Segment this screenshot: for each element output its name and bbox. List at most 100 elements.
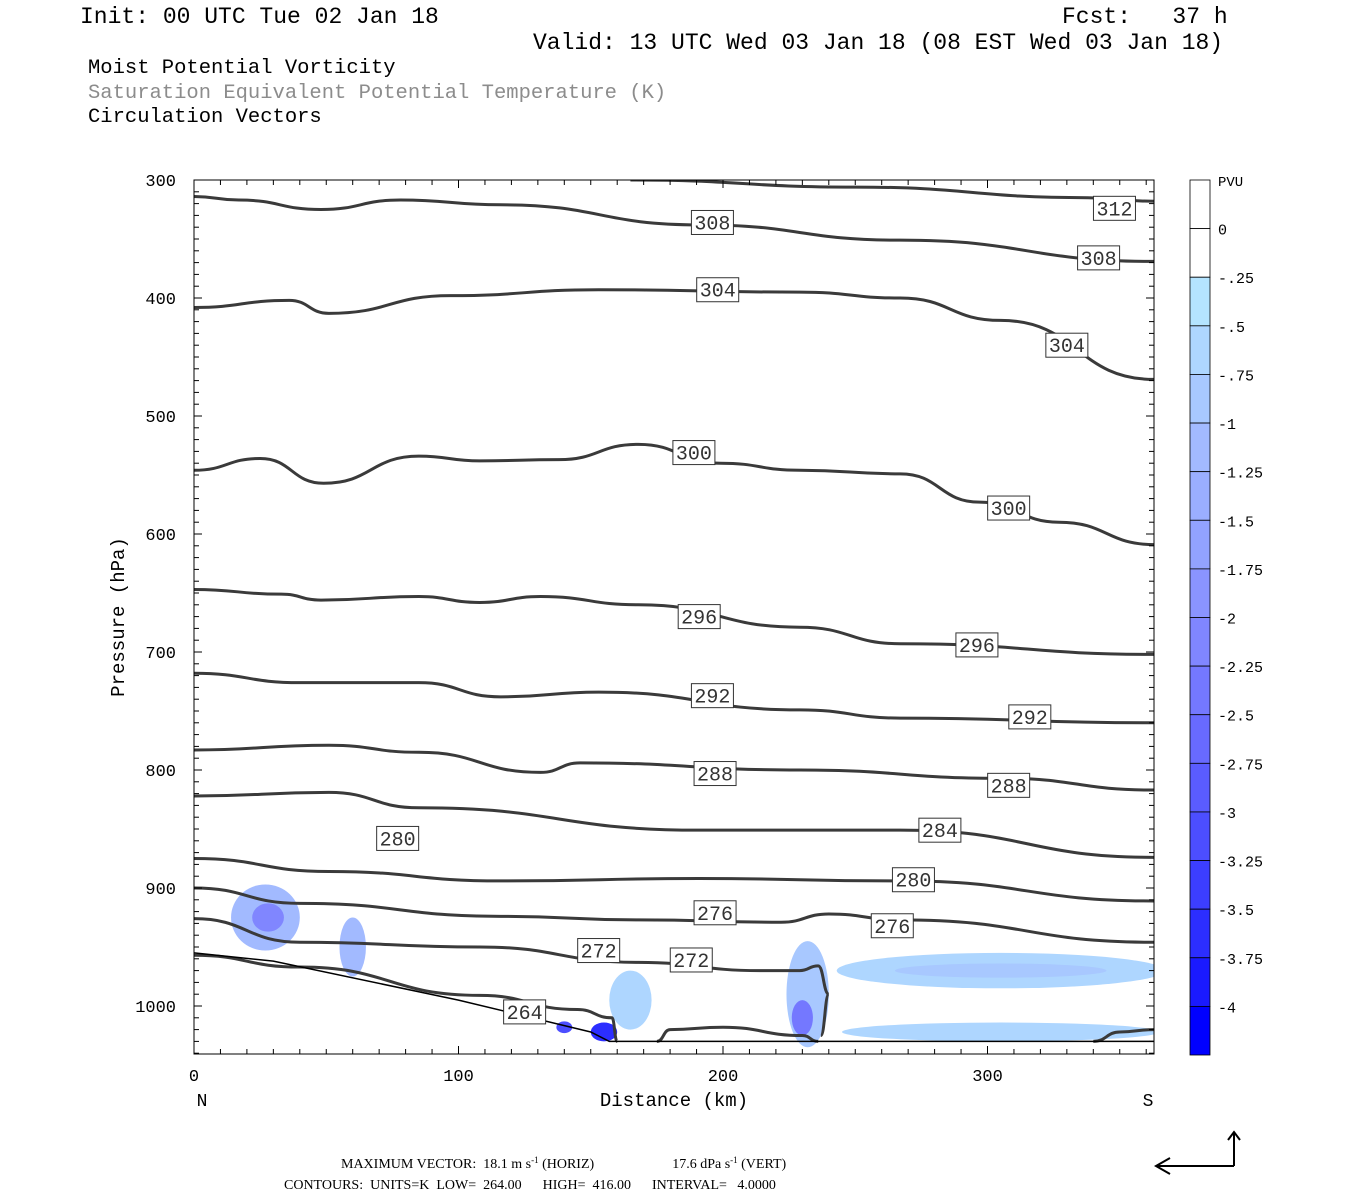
reference-vector-icon	[1153, 1130, 1241, 1175]
contour-label: 276	[697, 904, 733, 927]
x-end-label-north: N	[197, 1092, 208, 1112]
contour-276	[194, 886, 1154, 944]
colorbar-label: -4	[1218, 1000, 1236, 1017]
contour-label-box	[1077, 245, 1121, 271]
contour-label: 288	[991, 776, 1027, 799]
colorbar: 0 -.25 -.5 -.75 -1 -1.25 -1.5 -1.75 -2 -2.25 -2.5 -…	[1189, 179, 1263, 1056]
contour-296	[194, 587, 1154, 656]
contour-label: 292	[694, 687, 730, 710]
contour-label-box	[1008, 704, 1052, 730]
valid-time: Valid: 13 UTC Wed 03 Jan 18 (08 EST Wed …	[533, 30, 1224, 56]
field-title-pv: Moist Potential Vorticity	[88, 57, 396, 80]
colorbar-label: -2.25	[1218, 660, 1263, 677]
pv-region	[590, 1022, 618, 1042]
contour-label: 304	[1049, 336, 1085, 359]
y-tick-label: 600	[145, 527, 176, 546]
contour-label: 296	[681, 608, 717, 631]
x-axis-label: Distance (km)	[600, 1090, 748, 1112]
forecast-hour: Fcst: 37 h	[1062, 4, 1228, 30]
contours-info: CONTOURS: UNITS=K LOW= 264.00 HIGH= 416.…	[284, 1178, 776, 1193]
colorbar-segment	[1189, 665, 1211, 716]
contour-label-box	[696, 277, 740, 303]
axis-ticks: 300 400 500 600 700 800 900 1000 0 100 200 300	[135, 173, 1154, 1087]
contour-label-box	[987, 495, 1031, 521]
pv-region	[791, 1000, 813, 1036]
colorbar-segment	[1189, 617, 1211, 667]
pv-region	[894, 963, 1107, 978]
y-tick-label: 1000	[135, 999, 176, 1018]
colorbar-segment	[1189, 1005, 1211, 1056]
colorbar-label: -1.5	[1218, 514, 1254, 531]
contour-label: 312	[1096, 199, 1132, 222]
contour-label-box	[891, 867, 935, 893]
contour-268	[194, 953, 619, 1043]
pv-shading	[231, 884, 1154, 1048]
colorbar-label: -.25	[1218, 271, 1254, 288]
x-tick-label: 200	[708, 1068, 739, 1087]
contour-308	[194, 195, 1154, 263]
colorbar-label: -1.25	[1218, 466, 1263, 483]
contour-label-box	[690, 209, 734, 235]
y-tick-label: 400	[145, 291, 176, 310]
colorbar-unit: PVU	[1218, 175, 1243, 191]
x-end-label-south: S	[1143, 1092, 1154, 1112]
contour-264	[1093, 1028, 1154, 1043]
colorbar-segment	[1189, 228, 1211, 278]
contour-300	[194, 442, 1154, 547]
contour-label: 292	[1012, 708, 1048, 731]
horiz-unit: (HORIZ)	[542, 1157, 595, 1172]
contour-label: 272	[673, 951, 709, 974]
max-vector-label: MAXIMUM VECTOR:	[341, 1157, 477, 1172]
colorbar-label: -.75	[1218, 368, 1254, 385]
contour-label: 280	[895, 871, 931, 894]
colorbar-label: -2.75	[1218, 757, 1263, 774]
x-tick-label: 100	[443, 1068, 474, 1087]
plot-frame	[193, 179, 1155, 1055]
contour-304	[194, 288, 1154, 381]
init-time: Init: 00 UTC Tue 02 Jan 18	[80, 4, 439, 30]
contour-label-box	[577, 938, 621, 964]
colorbar-segment	[1189, 957, 1211, 1007]
colorbar-label: -.5	[1218, 320, 1245, 337]
colorbar-segment	[1189, 422, 1211, 473]
contour-label-box	[693, 900, 737, 926]
colorbar-label: -2.5	[1218, 709, 1254, 726]
contour-label-box	[918, 817, 962, 843]
colorbar-segment	[1189, 374, 1211, 424]
y-tick-label: 900	[145, 881, 176, 900]
theta-e-contours	[194, 180, 1154, 1043]
pv-region	[252, 903, 284, 932]
contour-label-box	[1045, 332, 1089, 358]
contour-label-box	[987, 772, 1031, 798]
contour-label-box	[693, 761, 737, 787]
pv-region	[339, 917, 366, 977]
contour-label-box	[1092, 195, 1136, 221]
contour-label-box	[955, 632, 999, 658]
contour-label: 300	[991, 499, 1027, 522]
y-tick-label: 300	[145, 173, 176, 192]
contour-labels: 312 308 308 304 304 300 300 296 296 292 292 288 288 2…	[376, 195, 1136, 1026]
contour-label: 308	[1081, 249, 1117, 272]
y-tick-label: 800	[145, 763, 176, 782]
colorbar-label: -2	[1218, 612, 1236, 629]
contour-284	[194, 790, 1154, 859]
colorbar-label: -3.25	[1218, 855, 1263, 872]
contour-label: 280	[380, 829, 416, 852]
contour-label: 276	[874, 917, 910, 940]
exp-vert: -1	[730, 1155, 738, 1165]
colorbar-label: -3	[1218, 806, 1236, 823]
contour-label-box	[690, 683, 734, 709]
pv-region	[609, 970, 652, 1030]
colorbar-label: 0	[1218, 223, 1227, 240]
contour-label: 272	[581, 942, 617, 965]
contour-label-box	[677, 604, 721, 630]
contour-312	[630, 180, 1154, 203]
max-horiz: 18.1 m s	[483, 1157, 532, 1172]
colorbar-label: -3.75	[1218, 952, 1263, 969]
colorbar-segment	[1189, 762, 1211, 813]
contour-label: 308	[694, 213, 730, 236]
max-vector-text: MAXIMUM VECTOR: 18.1 m s-1 (HORIZ) 17.6 d…	[341, 1155, 786, 1173]
contour-264	[656, 1025, 819, 1043]
contour-292	[194, 671, 1154, 725]
